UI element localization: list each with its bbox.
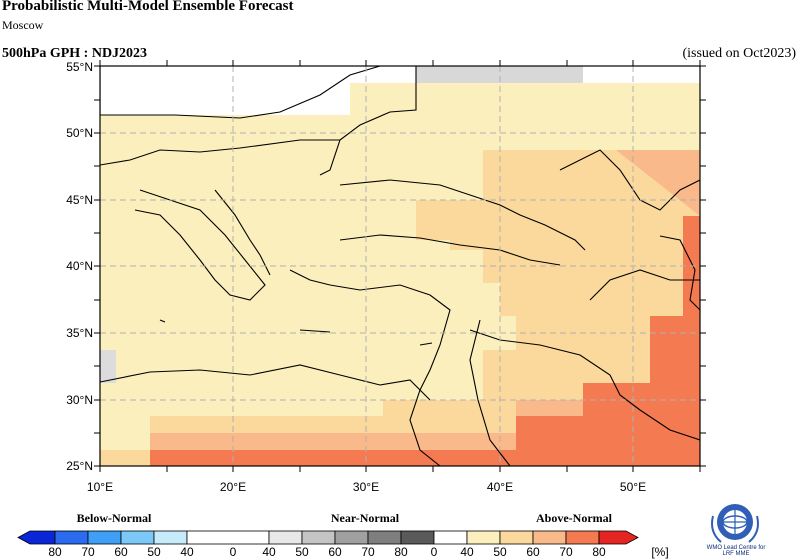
- colorbar-blank-swatch: [433, 530, 468, 545]
- colorbar-tick-label: 40: [460, 545, 474, 559]
- near-normal-40-region: [416, 66, 583, 83]
- colorbar-tick-label: 70: [559, 545, 573, 559]
- probability-shading: [100, 66, 700, 466]
- below-normal-40-region: [100, 350, 116, 383]
- colorbar-tick-label: 40: [262, 545, 276, 559]
- colorbar-near-swatch: [367, 530, 402, 545]
- colorbar-below-swatch: [87, 530, 122, 545]
- lat-label: 25°N: [66, 459, 93, 473]
- wmo-emblem-icon: [711, 504, 759, 543]
- colorbar-above-swatch: [565, 530, 600, 545]
- lat-label: 35°N: [66, 326, 93, 340]
- colorbar-tick-label: 60: [328, 545, 342, 559]
- variable-label: 500hPa GPH : NDJ2023: [2, 46, 148, 61]
- colorbar-tick-label: 50: [147, 545, 161, 559]
- colorbar-below-swatch: [120, 530, 155, 545]
- wmo-logo-text: WMO Lead Centre for LRF MME: [706, 545, 766, 557]
- page-subtitle: Moscow: [2, 18, 44, 32]
- latitude-labels: 55°N 50°N 45°N 40°N 35°N 30°N 25°N: [66, 60, 93, 473]
- lat-label: 55°N: [66, 60, 93, 74]
- issued-label: (issued on Oct2023): [682, 46, 796, 61]
- lat-label: 40°N: [66, 259, 93, 273]
- lon-label: 40°E: [487, 480, 513, 494]
- colorbar-tick-label: 0: [230, 545, 237, 559]
- colorbar-tick-label: 70: [361, 545, 375, 559]
- colorbar-near-swatch: [301, 530, 336, 545]
- colorbar-tick-label: 80: [592, 545, 606, 559]
- colorbar-near-swatch: [268, 530, 303, 545]
- colorbar-near-swatch: [334, 530, 369, 545]
- lon-label: 20°E: [220, 480, 246, 494]
- colorbar-below-arrow: [17, 530, 56, 545]
- map-panel: [100, 66, 700, 466]
- colorbar-tick-label: 50: [295, 545, 309, 559]
- colorbar-tick-label: 70: [81, 545, 95, 559]
- colorbar-below-swatch: [54, 530, 89, 545]
- lon-label: 30°E: [353, 480, 379, 494]
- colorbar-below-swatch: [153, 530, 188, 545]
- lat-label: 45°N: [66, 193, 93, 207]
- colorbar-above-swatch: [466, 530, 501, 545]
- lat-label: 30°N: [66, 393, 93, 407]
- colorbar-tick-label: 40: [180, 545, 194, 559]
- colorbar-tick-label: 60: [114, 545, 128, 559]
- coastlines: [100, 66, 700, 466]
- colorbar-above-swatch: [532, 530, 567, 545]
- lat-label: 50°N: [66, 126, 93, 140]
- colorbar-unit-label: [%]: [651, 545, 668, 559]
- graticule: [100, 66, 700, 466]
- above-normal-50-region: [150, 150, 700, 466]
- longitude-labels: 10°E 20°E 30°E 40°E 50°E: [87, 480, 646, 494]
- colorbar-above-arrow: [598, 530, 639, 545]
- colorbar-above-swatch: [499, 530, 534, 545]
- colorbar-tick-label: 80: [48, 545, 62, 559]
- near-normal-label: Near-Normal: [330, 511, 400, 525]
- lon-label: 10°E: [87, 480, 113, 494]
- below-normal-label: Below-Normal: [76, 511, 152, 525]
- axis-ticks: [94, 60, 706, 472]
- colorbar-tick-label: 80: [394, 545, 408, 559]
- colorbar-near-swatch: [400, 530, 435, 545]
- probability-colorbar: 80 70 60 50 40 0 40 50 60 70 80 0 40 50 60 70 80 [%]: [17, 530, 669, 559]
- page-title: Probabilistic Multi-Model Ensemble Forec…: [2, 0, 294, 14]
- above-normal-label: Above-Normal: [536, 511, 612, 525]
- colorbar-tick-label: 0: [431, 545, 438, 559]
- colorbar-tick-label: 60: [526, 545, 540, 559]
- lon-label: 50°E: [620, 480, 646, 494]
- above-normal-70-region: [150, 216, 700, 466]
- colorbar-blank-swatch: [186, 530, 270, 545]
- colorbar-tick-label: 50: [493, 545, 507, 559]
- above-normal-60-strip: [100, 450, 150, 466]
